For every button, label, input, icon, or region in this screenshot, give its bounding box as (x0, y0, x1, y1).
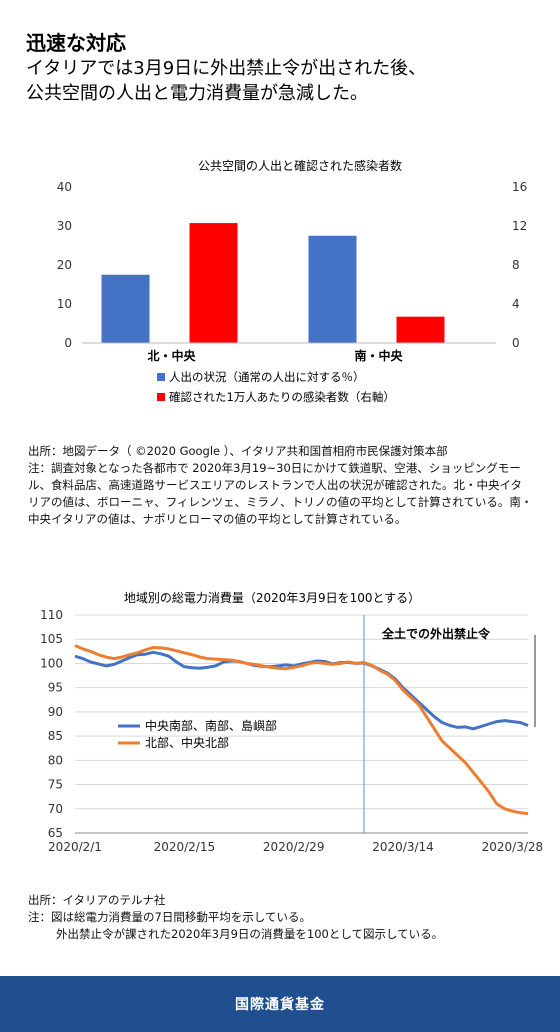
headline-title: 迅速な対応 (26, 31, 126, 55)
footer-bar: 国際通貨基金 (0, 976, 560, 1032)
bar-methodology-note: 注：調査対象となった各都市で 2020年3月19~30日にかけて鉄道駅、空港、シ… (28, 461, 533, 526)
line-x-tick-label: 2020/2/29 (263, 840, 325, 854)
headline-subtitle-line1: イタリアでは3月9日に外出禁止令が出された後、 (26, 58, 427, 79)
bar-legend-label: 人出の状況（通常の人出に対する％） (169, 370, 365, 384)
bar-legend-swatch (157, 393, 165, 401)
bar-legend-label: 確認された1万人あたりの感染者数（右軸） (169, 390, 395, 404)
line-x-tick-label: 2020/3/28 (482, 840, 544, 854)
bar-y2-tick-label: 8 (512, 258, 520, 272)
bar-y-tick-label: 10 (57, 297, 72, 311)
line-y-tick-label: 90 (48, 705, 63, 719)
bar-chart-title: 公共空間の人出と確認された感染者数 (198, 158, 402, 173)
line-chart-title: 地域別の総電力消費量（2020年3月9日を100とする） (124, 590, 420, 605)
bar-legend-swatch (157, 373, 165, 381)
line-source-note: 出所：イタリアのテルナ社 (28, 893, 166, 907)
lockdown-annotation-label: 全土での外出禁止令 (381, 626, 491, 641)
notes-line-chart: 出所：イタリアのテルナ社 注：図は総電力消費量の7日間移動平均を示している。 外… (28, 892, 533, 943)
bar-y-tick-label: 30 (57, 219, 72, 233)
line-method-note: 注：図は総電力消費量の7日間移動平均を示している。 (28, 910, 311, 924)
line-y-tick-label: 65 (48, 826, 63, 840)
line-legend-label: 中央南部、南部、島嶼部 (145, 718, 277, 733)
line-x-tick-label: 2020/2/1 (48, 840, 102, 854)
line-y-tick-label: 95 (48, 681, 63, 695)
bar-chart: 公共空間の人出と確認された感染者数 0 10 20 30 40 0 4 8 12 16 北・中央 南・中… (57, 158, 528, 404)
line-y-tick-label: 80 (48, 753, 63, 767)
bar-y-tick-label: 0 (64, 336, 72, 350)
headline: 迅速な対応 イタリアでは3月9日に外出禁止令が出された後、 公共空間の人出と電力… (26, 30, 546, 106)
line-legend-label: 北部、中央北部 (145, 735, 229, 750)
notes-bar-chart: 出所：地図データ（ ©2020 Google ）、イタリア共和国首相府市民保護対… (28, 443, 533, 528)
line-y-tick-label: 105 (40, 632, 63, 646)
line-y-tick-label: 75 (48, 778, 63, 792)
line-method-note-2: 外出禁止令が課された2020年3月9日の消費量を100として図示している。 (56, 927, 444, 941)
bar-infections (396, 316, 445, 343)
line-series (74, 644, 529, 816)
headline-subtitle-line2: 公共空間の人出と電力消費量が急減した。 (26, 83, 368, 104)
bar-people-flow (101, 274, 150, 343)
bar-infections (189, 223, 238, 343)
bar-y-tick-label: 20 (57, 258, 72, 272)
line-y-tick-label: 100 (40, 656, 63, 670)
bar-x-category-label: 北・中央 (147, 348, 196, 363)
bar-y2-tick-label: 16 (512, 180, 527, 194)
footer-org-name: 国際通貨基金 (235, 997, 325, 1013)
bar-y2-tick-label: 4 (512, 297, 520, 311)
bar-x-category-label: 南・中央 (354, 348, 403, 363)
line-y-tick-label: 85 (48, 729, 63, 743)
line-x-tick-label: 2020/2/15 (154, 840, 216, 854)
line-x-tick-label: 2020/3/14 (372, 840, 434, 854)
bar-y2-tick-label: 0 (512, 336, 520, 350)
bar-people-flow (308, 235, 357, 343)
line-series (74, 650, 529, 731)
line-chart: 地域別の総電力消費量（2020年3月9日を100とする） 65 70 75 80 85 90… (40, 590, 544, 854)
bar-y-tick-label: 40 (57, 180, 72, 194)
bar-y2-tick-label: 12 (512, 219, 527, 233)
line-y-tick-label: 110 (40, 608, 63, 622)
line-y-tick-label: 70 (48, 802, 63, 816)
bar-source-note: 出所：地図データ（ ©2020 Google ）、イタリア共和国首相府市民保護対… (28, 444, 448, 458)
